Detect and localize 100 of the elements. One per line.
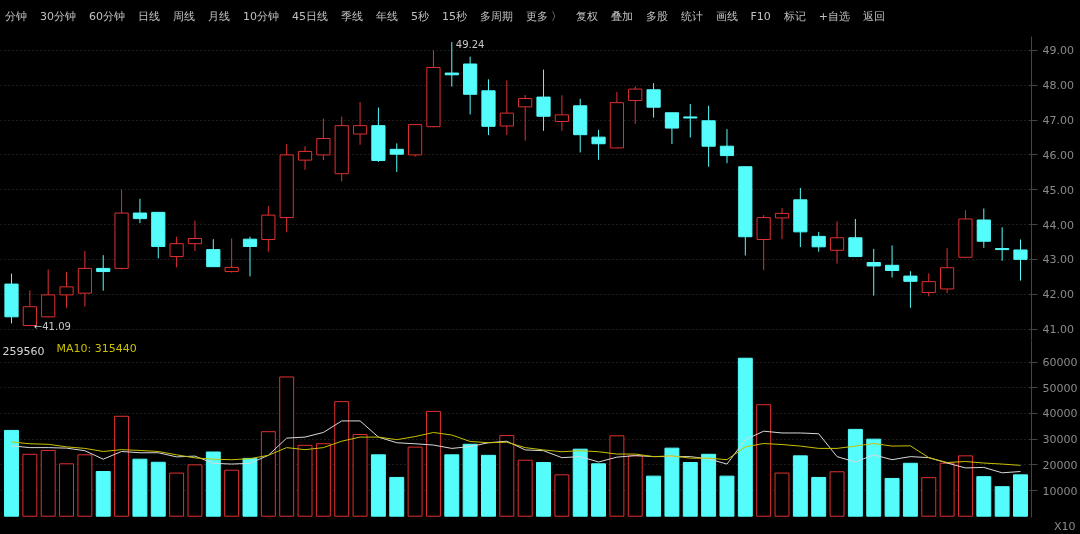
candlestick xyxy=(976,208,991,249)
y-tick-label: 40000 xyxy=(1042,407,1078,421)
bar xyxy=(59,463,75,517)
text: MA10: 315440 xyxy=(56,341,137,355)
candlestick xyxy=(1013,239,1028,282)
y-tick-label: 50000 xyxy=(1042,381,1078,395)
candlestick xyxy=(224,237,239,274)
candlestick xyxy=(206,238,221,268)
bar xyxy=(1013,474,1028,517)
bar xyxy=(297,444,313,517)
bar xyxy=(40,449,56,517)
y-tick-label: 41.00 xyxy=(1042,323,1074,337)
bar xyxy=(187,464,203,517)
text: 259560 xyxy=(2,344,45,358)
candlestick xyxy=(884,244,900,278)
candlestick xyxy=(921,272,936,297)
bar xyxy=(352,434,368,517)
bar xyxy=(132,458,148,517)
bar xyxy=(811,476,827,517)
candlestick xyxy=(297,145,313,171)
text: 多周期 xyxy=(480,10,513,23)
candlestick xyxy=(499,79,514,136)
text: 月线 xyxy=(208,10,230,23)
bar xyxy=(22,453,38,517)
text: 60分钟 xyxy=(89,10,125,23)
bar xyxy=(792,455,808,517)
text: 年线 xyxy=(376,10,398,23)
bar xyxy=(957,455,973,517)
bar xyxy=(976,476,992,517)
bar xyxy=(279,376,295,517)
text: 画线 xyxy=(715,10,738,23)
candlestick xyxy=(187,220,203,252)
candlestick xyxy=(995,226,1010,262)
bar xyxy=(866,438,882,517)
bar xyxy=(554,474,570,517)
candlestick xyxy=(59,271,74,309)
bar xyxy=(205,451,221,517)
bar xyxy=(114,415,130,517)
candlestick xyxy=(664,112,680,145)
y-tick-label: 47.00 xyxy=(1042,114,1074,128)
y-tick-label: 30000 xyxy=(1042,433,1078,447)
candlestick xyxy=(389,142,404,173)
bar xyxy=(884,477,900,517)
candlestick xyxy=(316,118,331,161)
text: +自选 xyxy=(818,10,851,23)
text: 统计 xyxy=(680,10,703,23)
bar xyxy=(370,454,386,517)
bar xyxy=(462,443,478,517)
candlestick xyxy=(866,248,881,297)
bar xyxy=(517,459,533,517)
y-tick-label: 45.00 xyxy=(1042,183,1074,197)
candlestick xyxy=(774,207,790,240)
bar xyxy=(77,454,93,517)
candlestick xyxy=(719,128,735,164)
y-tick-label: 44.00 xyxy=(1042,218,1074,232)
bar xyxy=(242,457,258,517)
text: 标记 xyxy=(783,10,806,23)
bar xyxy=(224,469,240,517)
y-tick-label: 10000 xyxy=(1042,484,1078,498)
bar xyxy=(481,454,496,517)
bar xyxy=(4,429,19,517)
y-tick-label: 20000 xyxy=(1042,458,1078,472)
bar xyxy=(609,435,625,517)
text: 周线 xyxy=(173,10,195,23)
line-series xyxy=(11,431,1021,466)
bar xyxy=(150,461,166,517)
text: 45日线 xyxy=(292,10,328,23)
candlestick xyxy=(169,236,184,268)
text: 复权 xyxy=(575,10,598,23)
candlestick xyxy=(518,94,533,142)
bar xyxy=(847,428,863,517)
bar xyxy=(389,476,405,517)
bar xyxy=(536,462,551,517)
text: X10 xyxy=(1053,519,1076,533)
bar xyxy=(444,454,460,517)
candlestick xyxy=(903,270,918,309)
candlestick xyxy=(591,129,606,161)
candlestick xyxy=(940,247,955,294)
text: 更多 〉 xyxy=(526,10,563,23)
candlestick xyxy=(132,198,148,224)
bar xyxy=(902,462,918,517)
text: 30分钟 xyxy=(40,10,76,23)
bar xyxy=(682,462,698,517)
bar xyxy=(719,475,735,517)
bar xyxy=(499,435,515,517)
annotation: 49.24 xyxy=(455,39,485,51)
line-series xyxy=(11,420,1021,474)
candlestick xyxy=(242,236,258,277)
text: 15秒 xyxy=(442,10,467,23)
text: 5秒 xyxy=(411,10,429,23)
y-tick-label: 43.00 xyxy=(1042,253,1074,267)
bar xyxy=(95,471,111,517)
candlestick xyxy=(683,103,698,138)
y-tick-label: 46.00 xyxy=(1042,148,1074,162)
bar xyxy=(646,475,662,517)
bar xyxy=(627,455,643,517)
bar xyxy=(774,472,790,517)
bar xyxy=(169,472,185,517)
candlestick xyxy=(756,214,771,271)
y-tick-label: 49.00 xyxy=(1042,44,1074,58)
